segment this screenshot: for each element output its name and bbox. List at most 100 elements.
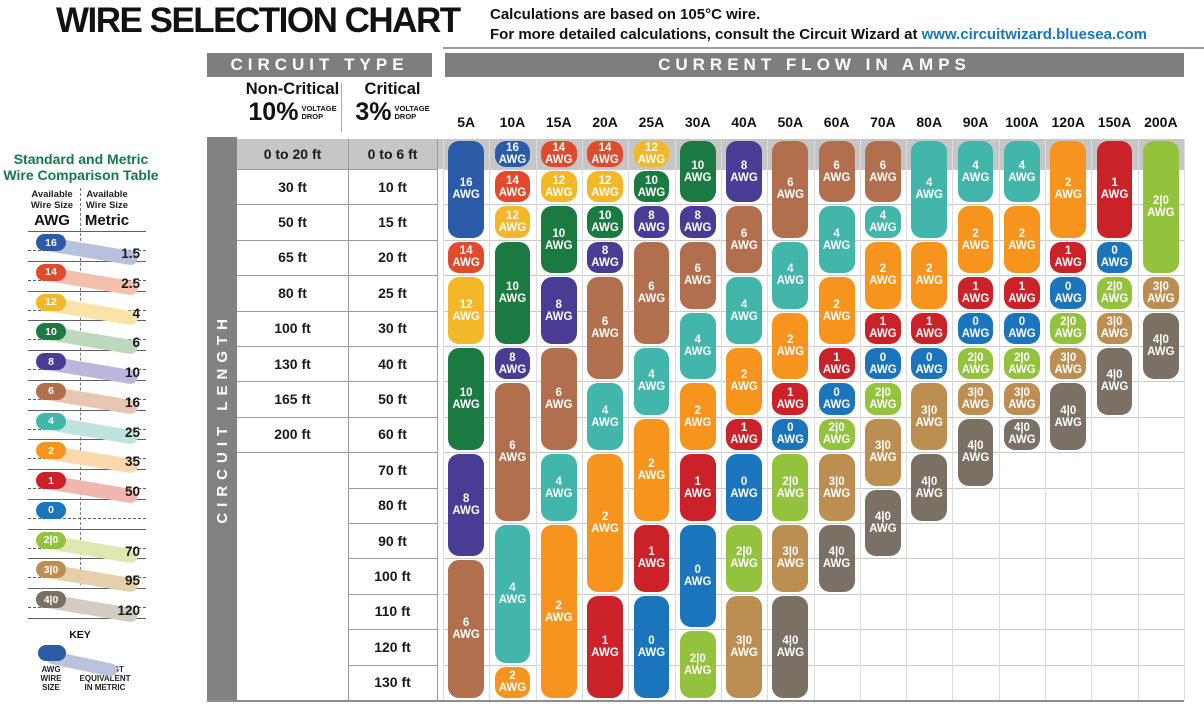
awg-capsule-size: 2 [1065,177,1072,190]
gridline [952,139,954,700]
current-flow-header: CURRENT FLOW IN AMPS [445,53,1184,77]
comparison-gridline [28,528,146,530]
metric-column-header: Available Wire Size [85,189,129,211]
awg-capsule-unit: AWG [776,434,805,447]
awg-capsule-unit: AWG [869,328,897,341]
awg-capsule-size: 0 [879,351,887,364]
awg-capsule-size: 3|0 [1152,280,1169,293]
awg-capsule-unit: AWG [684,487,712,500]
awg-capsule-size: 2 [787,333,794,346]
awg-capsule-size: 4 [740,298,748,311]
metric-value: 50 [124,484,140,499]
gridline [1184,139,1185,700]
awg-capsule-size: 4 [648,369,655,382]
awg-capsule-unit: AWG [684,222,712,235]
amp-column-header: 90A [962,114,989,130]
awg-capsule-size: 6 [462,617,470,630]
awg-capsule-size: 2|0 [1152,195,1169,208]
awg-capsule-size: 4 [972,159,979,172]
awg-capsule-unit: AWG [545,239,573,252]
gridline [1137,139,1139,700]
awg-capsule-unit: AWG [637,558,666,571]
circuit-wizard-link[interactable]: www.circuitwizard.bluesea.com [921,26,1147,43]
table-bottom-border [207,700,1184,702]
awg-capsule-size: 10 [645,174,658,187]
awg-capsule-unit: AWG [498,186,527,199]
awg-capsule-size: 6 [787,177,794,190]
gridline [237,452,348,454]
awg-capsule-size: 2|0 [782,475,799,488]
awg-capsule: 4 AWG [540,454,577,521]
awg-capsule-size: 0 [787,422,794,435]
awg-capsule: 6 AWG [494,383,531,521]
awg-capsule: 6 AWG [448,560,485,698]
amp-column-header: 60A [823,114,850,130]
awg-capsule: 14 AWG [540,141,577,167]
awg-capsule-unit: AWG [452,629,480,642]
awg-capsule: 1 AWG [911,312,948,344]
awg-capsule-size: 4 [787,263,794,276]
awg-capsule: 4 AWG [957,141,994,203]
awg-capsule-size: 8 [601,245,609,258]
gridline [581,139,583,700]
awg-capsule-size: 2 [694,404,701,417]
metric-value: 25 [124,424,140,440]
amp-column-header: 25A [638,114,665,130]
awg-badge: 14 [36,263,66,281]
awg-capsule: 10 AWG [494,241,531,344]
awg-capsule-unit: AWG [869,522,897,535]
key-awg-swatch [38,645,66,661]
awg-capsule-size: 2 [879,263,887,276]
awg-capsule-size: 1 [601,634,609,647]
awg-capsule-size: 8 [694,210,701,223]
awg-capsule-unit: AWG [869,222,897,235]
circuit-length-bar: CIRCUIT LENGTH [207,137,237,700]
awg-capsule-unit: AWG [822,487,851,500]
awg-capsule-unit: AWG [822,363,851,376]
awg-capsule-size: 4 [926,177,933,190]
awg-capsule-unit: AWG [1147,345,1175,358]
metric-column-unit: Metric [84,212,130,229]
awg-capsule-size: 6 [694,263,701,276]
awg-capsule: 2 AWG [679,383,716,451]
awg-capsule-unit: AWG [822,434,851,447]
comparison-table-divider [80,188,81,585]
non-critical-title: Non-Critical [245,80,340,98]
awg-capsule: 4|0 AWG [1142,312,1179,380]
awg-capsule-size: 0 [648,634,655,647]
awg-capsule-size: 8 [509,351,516,364]
awg-capsule-size: 16 [459,177,473,190]
awg-capsule-size: 3|0 [921,404,938,417]
critical-length-cell: 10 ft [378,178,407,195]
awg-capsule-unit: AWG [776,487,805,500]
gridline [348,381,437,383]
awg-capsule-unit: AWG [776,646,805,659]
awg-capsule-size: 1 [972,280,979,293]
awg-capsule-unit: AWG [684,345,712,358]
awg-capsule-unit: AWG [637,222,666,235]
awg-capsule: 2 AWG [633,418,670,521]
awg-capsule-unit: AWG [776,189,805,202]
awg-capsule-unit: AWG [1008,328,1036,341]
awg-capsule-size: 4 [1018,159,1026,172]
amp-column-header: 5A [457,114,476,130]
awg-capsule: 14 AWG [494,171,531,203]
awg-capsule: 4 AWG [911,141,948,238]
awg-capsule-size: 1 [694,475,701,488]
gridline [443,139,444,700]
awg-capsule: 4|0 AWG [865,489,901,557]
awg-capsule-size: 12 [459,298,473,311]
awg-capsule: 2 AWG [494,666,531,698]
awg-capsule-size: 0 [833,387,840,400]
critical-percent: 3% [355,98,392,126]
awg-capsule-unit: AWG [545,310,573,323]
comparison-gridline [28,260,146,262]
awg-capsule-size: 2 [648,457,655,470]
comparison-gridline [28,290,146,292]
awg-capsule: 0 AWG [865,348,901,380]
awg-capsule-unit: AWG [591,222,619,235]
awg-capsule: 1 AWG [1004,277,1040,309]
awg-badge: 4|0 [36,591,66,608]
non-critical-percent: 10% [248,98,299,126]
awg-capsule-size: 10 [552,227,566,240]
